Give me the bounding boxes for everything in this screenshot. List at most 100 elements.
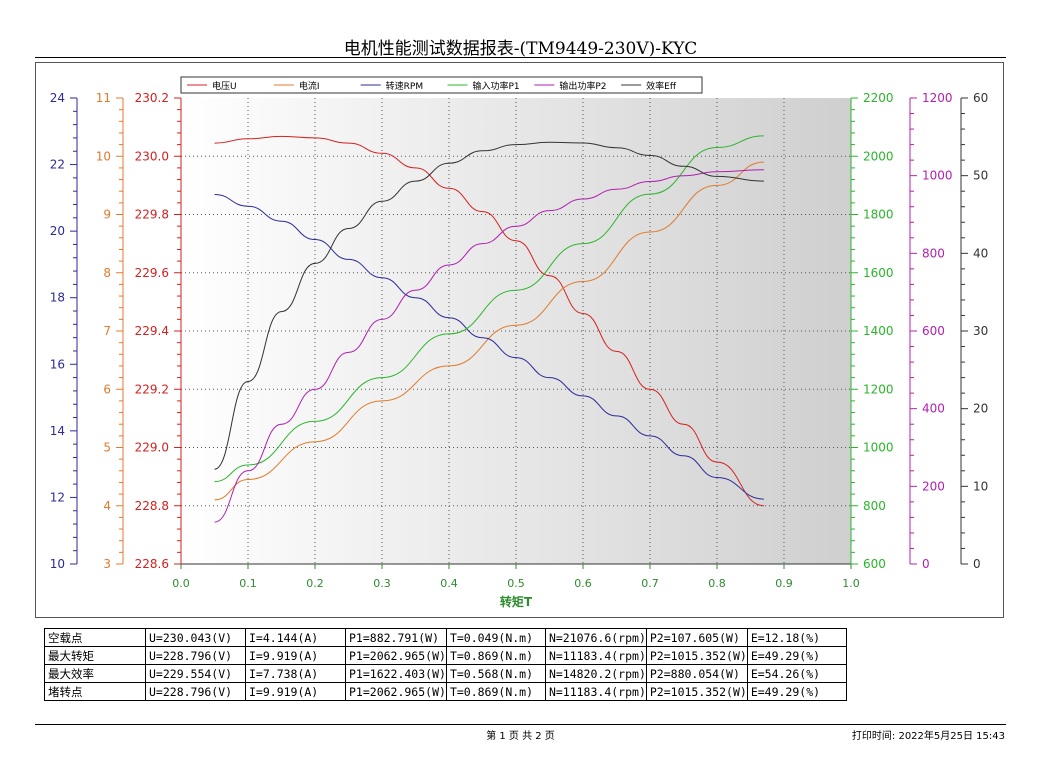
legend-entry: 转速RPM [386, 80, 423, 92]
row-label-cell: 最大转矩 [44, 646, 146, 665]
value-cell: U=230.043(V) [145, 628, 246, 647]
value-cell: N=21076.6(rpm) [544, 628, 647, 647]
value-cell: U=228.796(V) [145, 682, 246, 701]
x-tick-label: 0.0 [172, 577, 190, 590]
summary-table: 空载点 U=230.043(V) I=4.144(A) P1=882.791(W) T=… [44, 628, 847, 701]
p2-tick-label: 200 [922, 479, 945, 493]
row-label-cell: 最大效率 [44, 664, 146, 683]
value-cell: P1=2062.965(W) [345, 646, 447, 665]
chart-frame [35, 62, 1004, 618]
value-cell: P2=1015.352(W) [645, 682, 748, 701]
x-tick-label: 0.5 [507, 577, 525, 590]
current-tick-label: 6 [103, 382, 111, 396]
x-tick-label: 0.6 [574, 577, 592, 590]
series-line [214, 161, 764, 501]
performance-chart: 0.0 0.1 0.2 0.3 0.4 0.5 0.6 0.7 0.8 0.9 1.0 10 12 14 1… [50, 76, 989, 609]
p2-tick-label: 0 [922, 557, 930, 571]
p1-tick-label: 1200 [863, 382, 894, 396]
page-number: 第 1 页 共 2 页 [486, 731, 555, 742]
value-cell: E=49.29(%) [746, 646, 847, 665]
series-line [214, 141, 764, 470]
voltage-tick-label: 229.8 [135, 208, 169, 222]
value-cell: N=11183.4(rpm) [544, 682, 647, 701]
eff-tick-label: 20 [973, 402, 988, 416]
table-row: 堵转点 U=228.796(V) I=9.919(A) P1=2062.965(W) T… [44, 682, 847, 701]
voltage-tick-label: 228.8 [135, 499, 169, 513]
legend-entry: 输出功率P2 [559, 80, 606, 92]
eff-tick-label: 50 [973, 169, 988, 183]
axes-group: 0.0 0.1 0.2 0.3 0.4 0.5 0.6 0.7 0.8 0.9 1.0 10 12 14 1… [50, 91, 989, 590]
value-cell: E=49.29(%) [746, 682, 847, 701]
voltage-tick-label: 229.0 [135, 441, 169, 455]
eff-tick-label: 0 [973, 557, 981, 571]
p2-tick-label: 800 [922, 246, 945, 260]
rpm-tick-label: 16 [50, 357, 65, 371]
p1-tick-label: 2200 [863, 91, 894, 105]
rpm-tick-label: 10 [50, 557, 65, 571]
eff-tick-label: 30 [973, 324, 988, 338]
report-title: 电机性能测试数据报表-(TM9449-230V)-KYC [343, 39, 698, 59]
p2-tick-label: 400 [922, 402, 945, 416]
eff-tick-label: 40 [973, 246, 988, 260]
value-cell: P2=1015.352(W) [645, 646, 748, 665]
legend-entry: 电压U [212, 80, 237, 92]
x-tick-label: 0.3 [373, 577, 391, 590]
voltage-tick-label: 230.2 [135, 91, 169, 105]
rpm-tick-label: 12 [50, 490, 65, 504]
title-rule [35, 57, 1006, 58]
value-cell: P2=880.054(W) [645, 664, 748, 683]
p1-tick-label: 600 [863, 557, 886, 571]
current-tick-label: 11 [96, 91, 111, 105]
eff-tick-label: 60 [973, 91, 988, 105]
value-cell: P1=2062.965(W) [345, 682, 447, 701]
value-cell: I=9.919(A) [245, 682, 346, 701]
series-line [214, 169, 764, 523]
legend-entry: 输入功率P1 [473, 80, 520, 92]
current-tick-label: 7 [103, 324, 111, 338]
legend-entry: 电流I [299, 80, 320, 92]
current-tick-label: 3 [103, 557, 111, 571]
print-time: 打印时间: 2022年5月25日 15:43 [851, 731, 1005, 742]
p2-tick-label: 1200 [922, 91, 953, 105]
p1-tick-label: 2000 [863, 149, 894, 163]
series-line [214, 135, 764, 507]
x-tick-label: 0.9 [775, 577, 793, 590]
x-tick-label: 0.4 [440, 577, 458, 590]
series-group [214, 135, 764, 523]
value-cell: T=0.869(N.m) [445, 646, 546, 665]
voltage-tick-label: 229.2 [135, 382, 169, 396]
current-tick-label: 9 [103, 208, 111, 222]
legend-box [180, 76, 703, 94]
table-row: 最大效率 U=229.554(V) I=7.738(A) P1=1622.403(W)… [44, 664, 847, 683]
legend-entry: 效率Eff [646, 80, 677, 92]
p2-tick-label: 600 [922, 324, 945, 338]
row-label-cell: 空载点 [44, 628, 146, 647]
series-line [214, 194, 764, 500]
value-cell: P1=882.791(W) [345, 628, 447, 647]
value-cell: I=7.738(A) [245, 664, 346, 683]
series-line [214, 135, 764, 483]
p1-tick-label: 1600 [863, 266, 894, 280]
p1-tick-label: 1000 [863, 441, 894, 455]
value-cell: T=0.869(N.m) [445, 682, 546, 701]
rpm-tick-label: 14 [50, 424, 65, 438]
x-tick-label: 0.8 [708, 577, 726, 590]
voltage-tick-label: 228.6 [135, 557, 169, 571]
x-tick-label: 0.1 [239, 577, 257, 590]
value-cell: U=228.796(V) [145, 646, 246, 665]
rpm-tick-label: 20 [50, 224, 65, 238]
value-cell: E=54.26(%) [746, 664, 847, 683]
current-tick-label: 10 [96, 149, 111, 163]
footer-rule [35, 724, 1006, 725]
value-cell: N=14820.2(rpm) [544, 664, 647, 683]
value-cell: I=9.919(A) [245, 646, 346, 665]
row-label-cell: 堵转点 [44, 682, 146, 701]
value-cell: I=4.144(A) [245, 628, 346, 647]
p1-tick-label: 800 [863, 499, 886, 513]
value-cell: U=229.554(V) [145, 664, 246, 683]
value-cell: N=11183.4(rpm) [544, 646, 647, 665]
p2-tick-label: 1000 [922, 169, 953, 183]
x-tick-label: 0.7 [641, 577, 659, 590]
current-tick-label: 8 [103, 266, 111, 280]
x-axis-label: 转矩T [500, 594, 533, 609]
